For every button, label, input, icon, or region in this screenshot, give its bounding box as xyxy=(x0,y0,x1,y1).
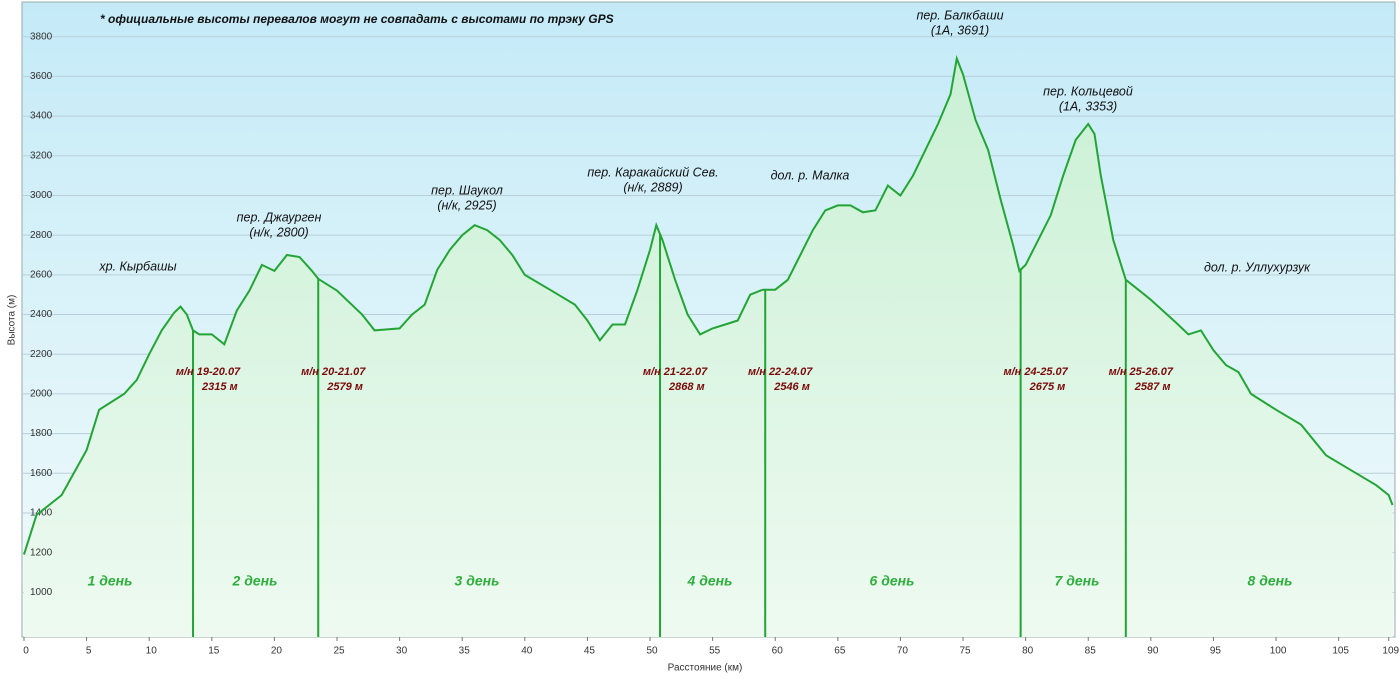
y-tick-label: 1400 xyxy=(30,508,53,519)
y-tick-label: 2400 xyxy=(30,309,53,320)
peak-annotation: (н/к, 2800) xyxy=(249,225,308,239)
x-tick-label: 75 xyxy=(959,646,971,657)
peak-annotation: пер. Каракайский Сев. xyxy=(587,165,718,179)
y-tick-label: 1600 xyxy=(30,468,53,479)
x-tick-label: 95 xyxy=(1210,646,1222,657)
day-label: 2 день xyxy=(232,573,278,589)
x-tick-label: 20 xyxy=(271,646,283,657)
y-tick-label: 3200 xyxy=(30,150,53,161)
y-tick-label: 1200 xyxy=(30,547,53,558)
y-tick-label: 1000 xyxy=(30,587,53,598)
camp-elevation: 2675 м xyxy=(1029,381,1066,393)
camp-label: м/н 24-25.07 xyxy=(1003,366,1068,378)
x-tick-label: 70 xyxy=(897,646,909,657)
x-tick-label: 30 xyxy=(396,646,408,657)
x-tick-label: 105 xyxy=(1332,646,1349,657)
day-label: 6 день xyxy=(870,573,915,589)
x-tick-label: 80 xyxy=(1022,646,1034,657)
y-tick-label: 2000 xyxy=(30,389,53,400)
y-tick-label: 3800 xyxy=(30,31,53,42)
x-tick-label: 25 xyxy=(333,646,345,657)
elevation-line xyxy=(23,54,1394,555)
camp-elevation: 2315 м xyxy=(201,381,238,393)
camp-elevation: 2546 м xyxy=(773,381,810,393)
y-tick-label: 3600 xyxy=(30,71,53,82)
x-tick-label: 90 xyxy=(1147,646,1159,657)
day-label: 1 день xyxy=(88,573,133,589)
x-tick-label: 55 xyxy=(709,646,721,657)
x-axis-title: Расстояние (км) xyxy=(668,663,743,674)
day-label: 3 день xyxy=(455,573,500,589)
camp-elevation: 2579 м xyxy=(326,381,363,393)
x-tick-label: 100 xyxy=(1270,646,1287,657)
day-label: 8 день xyxy=(1248,573,1293,589)
x-tick-label: 40 xyxy=(521,646,533,657)
y-tick-label: 2200 xyxy=(30,349,53,360)
x-tick-label: 35 xyxy=(459,646,471,657)
elevation-area xyxy=(24,58,1393,638)
camp-label: м/н 19-20.07 xyxy=(176,366,241,378)
y-axis-title: Высота (м) xyxy=(7,295,18,346)
x-tick-label: 85 xyxy=(1085,646,1097,657)
y-tick-label: 2600 xyxy=(30,269,53,280)
y-tick-label: 3400 xyxy=(30,111,53,122)
x-tick-label: 109 xyxy=(1382,646,1399,657)
peak-annotation: пер. Балкбаши xyxy=(916,8,1003,22)
peak-annotation: (н/к, 2925) xyxy=(437,198,496,212)
day-label: 7 день xyxy=(1055,573,1100,589)
camp-elevation: 2587 м xyxy=(1134,381,1171,393)
x-tick-label: 15 xyxy=(208,646,220,657)
peak-annotation: пер. Кольцевой xyxy=(1043,84,1133,98)
day-label: 4 день xyxy=(687,573,733,589)
y-tick-label: 1800 xyxy=(30,428,53,439)
peak-annotation: (1А, 3691) xyxy=(931,23,989,37)
camp-label: м/н 22-24.07 xyxy=(748,366,813,378)
camp-elevation: 2868 м xyxy=(668,381,705,393)
camp-label: м/н 21-22.07 xyxy=(643,366,708,378)
y-tick-label: 2800 xyxy=(30,230,53,241)
peak-annotation: хр. Кырбашы xyxy=(98,259,176,273)
camp-label: м/н 20-21.07 xyxy=(301,366,366,378)
camp-label: м/н 25-26.07 xyxy=(1109,366,1174,378)
peak-annotation: (н/к, 2889) xyxy=(623,180,682,194)
x-tick-label: 0 xyxy=(23,646,29,657)
peak-annotation: дол. р. Малка xyxy=(771,168,850,182)
peak-annotation: пер. Джаурген xyxy=(237,210,322,224)
peak-annotation: дол. р. Уллухурзук xyxy=(1204,260,1311,274)
note: * официальные высоты перевалов могут не … xyxy=(100,12,614,26)
x-tick-label: 10 xyxy=(146,646,158,657)
x-tick-label: 60 xyxy=(772,646,784,657)
x-tick-label: 65 xyxy=(834,646,846,657)
x-tick-label: 5 xyxy=(86,646,92,657)
peak-annotation: (1А, 3353) xyxy=(1059,99,1117,113)
peak-annotation: пер. Шаукол xyxy=(431,183,503,197)
x-tick-label: 45 xyxy=(584,646,596,657)
y-tick-label: 3000 xyxy=(30,190,53,201)
x-tick-label: 50 xyxy=(646,646,658,657)
